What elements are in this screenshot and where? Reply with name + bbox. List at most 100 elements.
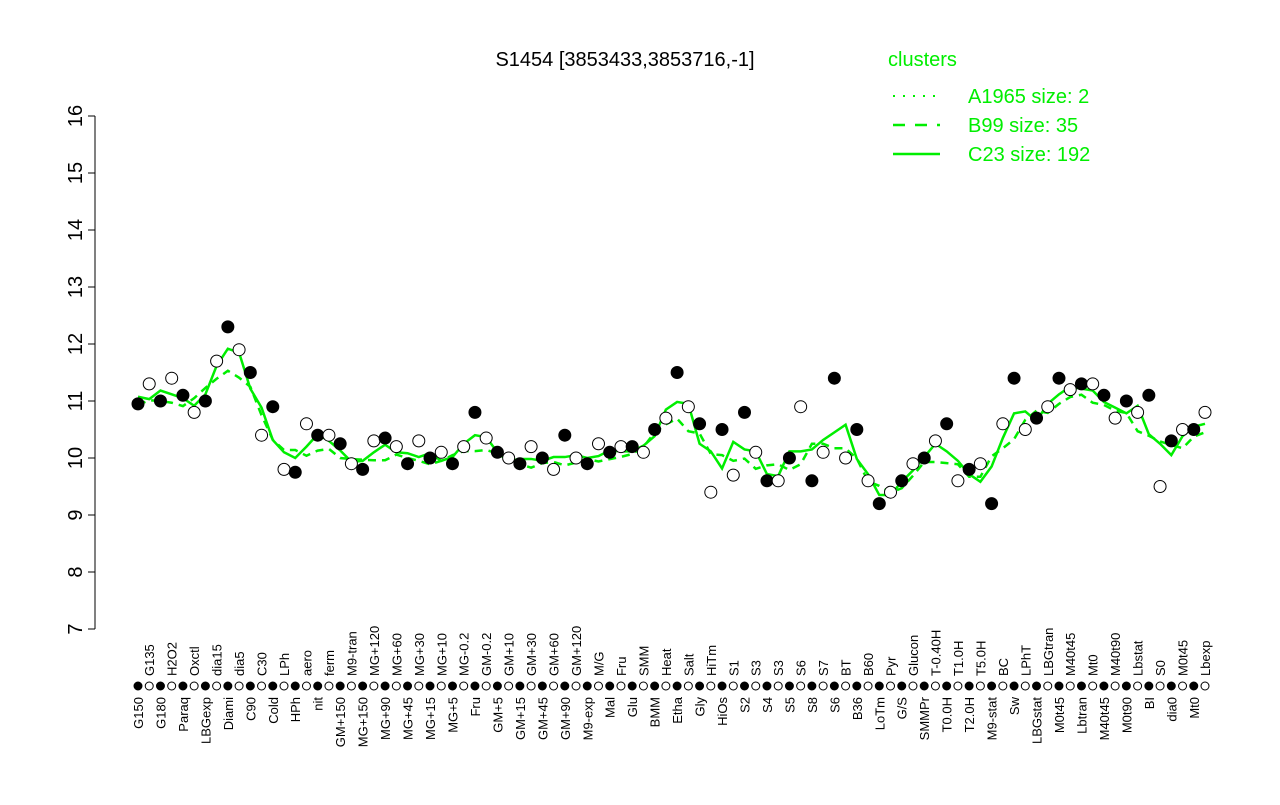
data-point [1164, 434, 1178, 448]
data-point [243, 366, 257, 379]
data-point [794, 400, 808, 414]
data-point [1198, 405, 1212, 419]
x-tick-label: HiOs [715, 697, 730, 726]
data-point [884, 485, 898, 499]
legend-entry-c23: C23 size: 192 [968, 144, 1090, 166]
x-tick-label: Salt [681, 653, 696, 676]
x-tick-marker [290, 681, 300, 691]
x-tick-marker [358, 681, 368, 691]
data-point [255, 428, 269, 442]
x-tick-marker [526, 681, 536, 691]
data-point [771, 474, 785, 488]
chart-title: S1454 [3853433,3853716,-1] [495, 49, 754, 71]
data-point [906, 457, 920, 471]
data-point [636, 445, 650, 459]
data-point [928, 434, 942, 448]
data-point [704, 485, 718, 499]
data-point [1052, 371, 1066, 385]
x-tick-label: Gly [693, 697, 708, 717]
x-tick-label: MG+90 [378, 697, 393, 740]
x-tick-label: Pyr [884, 656, 899, 676]
x-tick-marker [212, 681, 222, 691]
x-tick-marker [829, 681, 839, 691]
x-tick-marker [324, 681, 334, 691]
x-tick-label: S7 [816, 660, 831, 676]
data-point [165, 371, 179, 385]
x-tick-label: GM+150 [333, 697, 348, 747]
x-tick-marker [627, 681, 637, 691]
data-point [693, 417, 707, 431]
x-tick-marker [425, 681, 435, 691]
x-tick-marker [874, 681, 884, 691]
x-tick-label: LBGtran [1041, 628, 1056, 676]
data-point [457, 440, 471, 454]
y-tick-label: 13 [65, 276, 87, 298]
data-point [535, 451, 549, 465]
x-tick-marker [335, 681, 345, 691]
x-tick-label: Fru [614, 657, 629, 677]
data-point [198, 394, 212, 408]
data-point [749, 445, 763, 459]
x-tick-marker [773, 681, 783, 691]
data-point [434, 445, 448, 459]
data-point [333, 437, 347, 451]
data-point [681, 400, 695, 414]
x-tick-label: MG+15 [423, 697, 438, 740]
x-tick-marker [717, 681, 727, 691]
x-tick-label: S1 [726, 660, 741, 676]
x-tick-label: G180 [153, 697, 168, 729]
data-point [1041, 400, 1055, 414]
x-tick-marker [403, 681, 413, 691]
x-tick-label: G/S [895, 697, 910, 720]
x-tick-marker [751, 681, 761, 691]
data-point [625, 440, 639, 454]
data-point [176, 388, 190, 402]
x-tick-marker [560, 681, 570, 691]
x-tick-marker [886, 681, 896, 691]
x-tick-marker [301, 681, 311, 691]
x-tick-label: S3 [749, 660, 764, 676]
x-tick-marker [975, 681, 985, 691]
x-tick-label: HiTm [704, 645, 719, 676]
x-tick-marker [133, 681, 143, 691]
x-tick-label: G135 [142, 644, 157, 676]
x-tick-label: GM+30 [524, 633, 539, 676]
data-points [131, 320, 1212, 511]
x-tick-label: Mt0 [1086, 654, 1101, 676]
x-tick-label: Fru [468, 697, 483, 717]
x-tick-label: Glu [625, 697, 640, 717]
data-point [715, 423, 729, 436]
x-tick-label: LBGstat [1030, 697, 1045, 744]
data-point [726, 468, 740, 482]
x-tick-label: M/G [591, 651, 606, 676]
y-tick-label: 7 [65, 623, 87, 634]
data-point [569, 451, 583, 465]
data-point [367, 434, 381, 448]
x-tick-label: M9-stat [985, 697, 1000, 741]
x-tick-label: Oxctl [187, 646, 202, 676]
data-point [1142, 388, 1156, 402]
x-tick-marker [189, 681, 199, 691]
x-tick-marker [683, 681, 693, 691]
x-tick-marker [571, 681, 581, 691]
data-point [412, 434, 426, 448]
x-tick-marker [549, 681, 559, 691]
x-tick-label: Paraq [176, 697, 191, 732]
x-tick-label: GM+120 [569, 626, 584, 676]
x-tick-marker [257, 681, 267, 691]
data-point [131, 397, 145, 411]
x-tick-label: S0 [1153, 660, 1168, 676]
x-tick-label: HPh [288, 697, 303, 722]
y-tick-label: 16 [65, 105, 87, 127]
x-tick-label: nit [311, 697, 326, 711]
x-tick-label: B60 [861, 653, 876, 676]
x-tick-label: M0t90 [1119, 697, 1134, 733]
legend-entry-b99: B99 size: 35 [968, 115, 1078, 137]
data-point [524, 440, 538, 454]
x-tick-marker [1099, 681, 1109, 691]
x-tick-label: T0.0H [940, 697, 955, 732]
x-tick-marker [605, 681, 615, 691]
data-point [591, 437, 605, 451]
x-tick-marker [504, 681, 514, 691]
data-point [1030, 411, 1044, 425]
